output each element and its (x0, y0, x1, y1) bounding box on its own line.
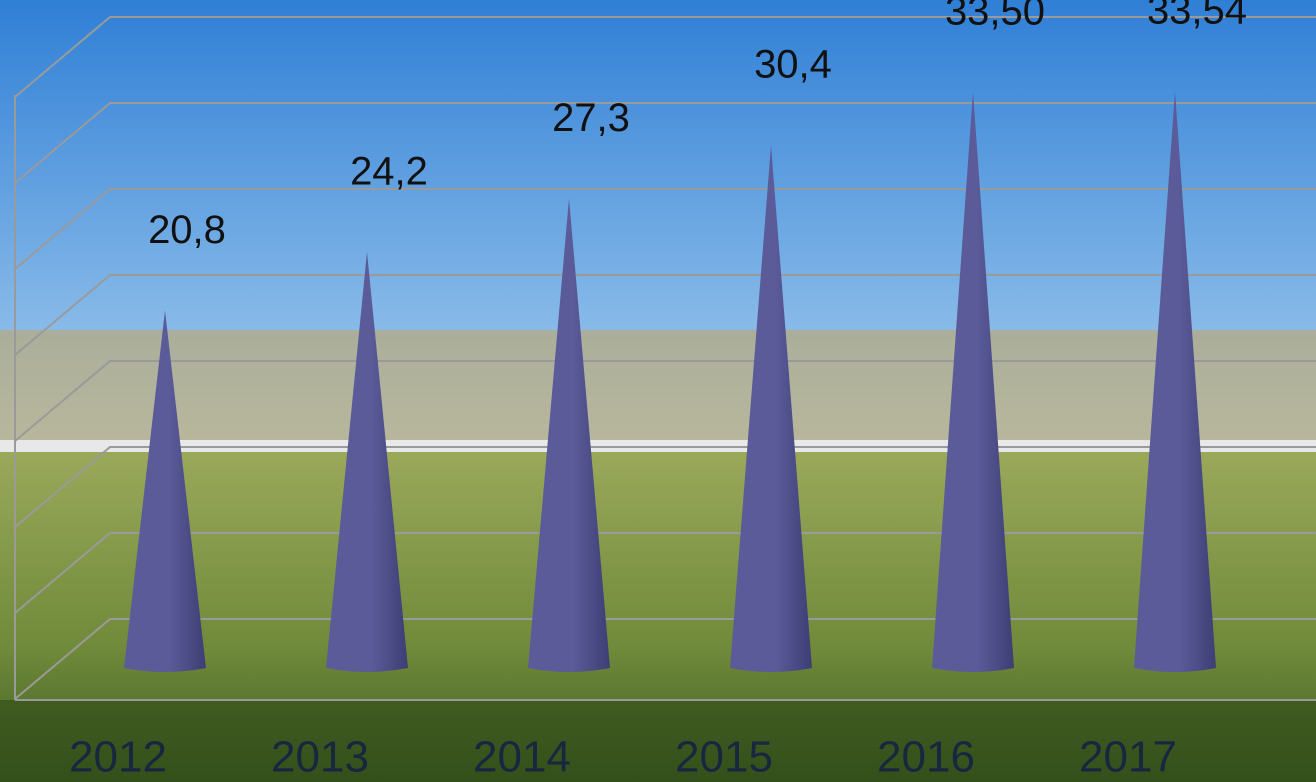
grid-line (14, 618, 1316, 700)
grid-line (14, 102, 1316, 184)
cone (124, 310, 206, 672)
cone (932, 91, 1014, 673)
value-label: 33,50 (945, 0, 1045, 33)
x-tick-label: 2016 (877, 733, 975, 782)
x-tick-label: 2017 (1079, 733, 1177, 782)
grid-line (14, 446, 1316, 528)
grid-line (14, 532, 1316, 614)
grid-line (14, 360, 1316, 442)
grid-line (14, 16, 1316, 98)
cone (528, 198, 610, 672)
x-tick-label: 2013 (271, 733, 369, 782)
grid-line (14, 274, 1316, 356)
x-tick-label: 2012 (69, 733, 167, 782)
x-tick-label: 2015 (675, 733, 773, 782)
grid (14, 16, 1316, 701)
cone (1134, 91, 1216, 672)
cone (730, 145, 812, 672)
value-label: 20,8 (148, 208, 226, 252)
value-label: 24,2 (350, 149, 428, 193)
value-label: 33,54 (1147, 0, 1247, 33)
x-tick-label: 2014 (473, 733, 571, 782)
grid-line (14, 188, 1316, 270)
value-label: 27,3 (552, 96, 630, 140)
value-label: 30,4 (754, 43, 832, 87)
cone (326, 251, 408, 672)
